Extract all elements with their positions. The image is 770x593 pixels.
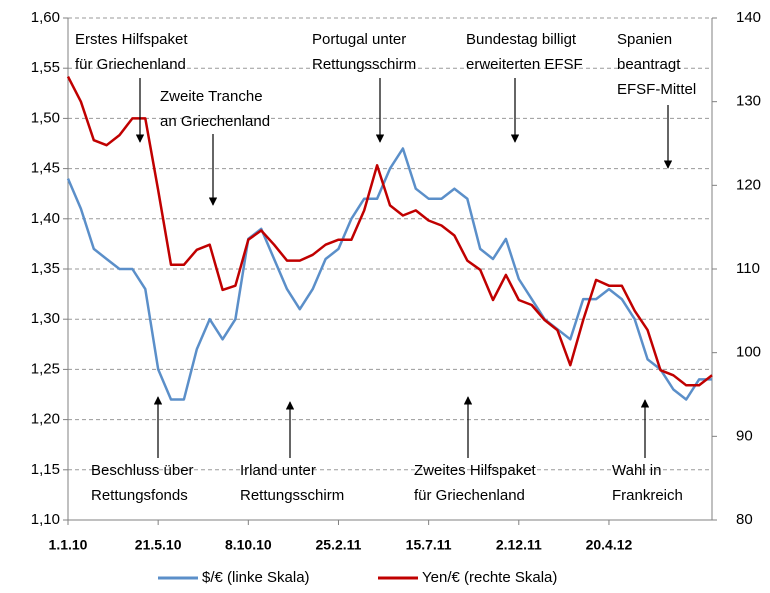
legend-label: Yen/€ (rechte Skala): [422, 569, 557, 586]
y2-tick-label: 100: [736, 344, 761, 361]
x-tick-label: 21.5.10: [135, 537, 182, 553]
y-tick-label: 1,30: [31, 310, 60, 327]
annotation: Rettungsschirm: [240, 487, 344, 504]
annotation: erweiterten EFSF: [466, 56, 583, 73]
x-tick-label: 25.2.11: [316, 537, 362, 553]
y2-tick-label: 120: [736, 176, 761, 193]
x-tick-label: 20.4.12: [586, 537, 633, 553]
y2-tick-label: 110: [736, 260, 760, 277]
x-tick-label: 1.1.10: [49, 537, 88, 553]
annotation: EFSF-Mittel: [617, 81, 696, 98]
y2-tick-label: 80: [736, 511, 753, 528]
y-tick-label: 1,20: [31, 411, 60, 428]
annotation: Portugal unter: [312, 31, 406, 48]
line-series: [66, 147, 712, 401]
x-tick-label: 2.12.11: [496, 537, 542, 553]
annotation: Bundestag billigt: [466, 31, 577, 48]
annotation: Zweite Tranche: [160, 88, 263, 105]
x-tick-label: 8.10.10: [225, 537, 272, 553]
y-tick-label: 1,10: [31, 511, 60, 528]
y-tick-label: 1,50: [31, 109, 60, 126]
annotation: Frankreich: [612, 487, 683, 504]
annotation: Spanien: [617, 31, 672, 48]
y-tick-label: 1,60: [31, 9, 60, 26]
annotation: Wahl in: [612, 462, 661, 479]
y2-tick-label: 90: [736, 427, 753, 444]
y-tick-label: 1,25: [31, 360, 60, 377]
y-tick-label: 1,45: [31, 160, 60, 177]
y-tick-label: 1,35: [31, 260, 60, 277]
y-tick-label: 1,40: [31, 210, 60, 227]
annotation: Zweites Hilfspaket: [414, 462, 537, 479]
legend-label: $/€ (linke Skala): [202, 569, 310, 586]
annotation: für Griechenland: [75, 56, 186, 73]
x-tick-label: 15.7.11: [406, 537, 452, 553]
annotation: für Griechenland: [414, 487, 525, 504]
annotation: Rettungsschirm: [312, 56, 416, 73]
annotation: Beschluss über: [91, 462, 194, 479]
y-tick-label: 1,55: [31, 59, 60, 76]
annotation: Irland unter: [240, 462, 316, 479]
line-series: [66, 76, 713, 387]
annotation: an Griechenland: [160, 113, 270, 130]
annotation: Erstes Hilfspaket: [75, 31, 188, 48]
y2-tick-label: 140: [736, 9, 761, 26]
annotation: Rettungsfonds: [91, 487, 188, 504]
annotation: beantragt: [617, 56, 681, 73]
y-tick-label: 1,15: [31, 461, 60, 478]
y2-tick-label: 130: [736, 93, 761, 110]
